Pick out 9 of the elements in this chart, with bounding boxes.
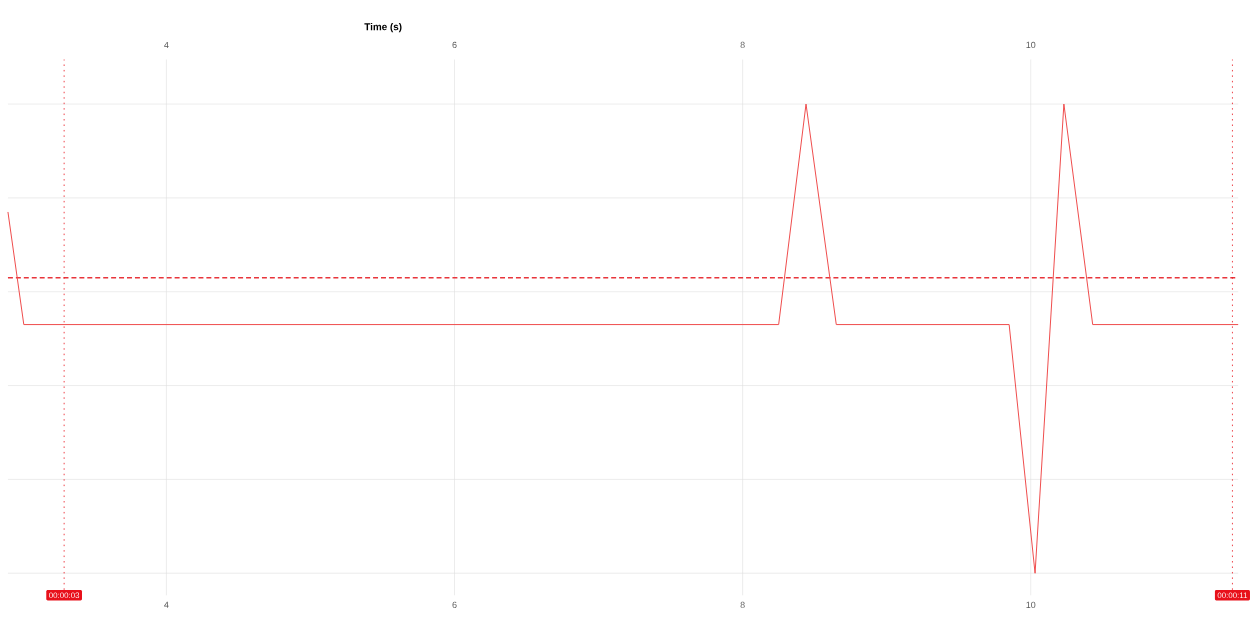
x-tick-label: 8 (740, 601, 745, 609)
x2-tick-label: 6 (452, 41, 457, 49)
x-tick-label: 10 (1026, 601, 1036, 609)
x-tick-label: 6 (452, 601, 457, 609)
x2-tick-label: 4 (164, 41, 169, 49)
x2-axis-title: Time (s) (364, 22, 402, 33)
x2-tick-label: 8 (740, 41, 745, 49)
x2-tick-label: 10 (1026, 41, 1036, 49)
x-tick-label: 4 (164, 601, 169, 608)
